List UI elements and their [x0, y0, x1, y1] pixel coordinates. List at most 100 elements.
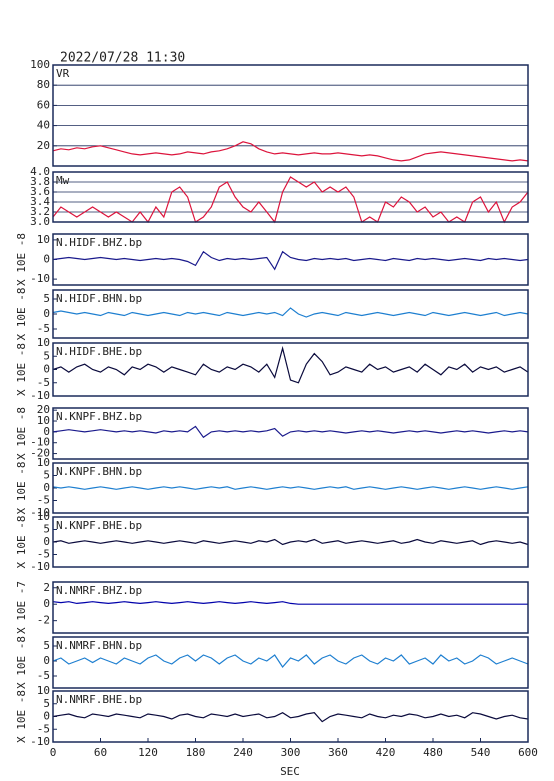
y-tick-label: -10	[30, 272, 50, 285]
chart-title: 2022/07/28 11:30	[60, 51, 185, 66]
y-tick-label: 0	[43, 535, 50, 548]
y-tick-label: -5	[37, 494, 50, 507]
trace	[52, 601, 528, 605]
y-tick-label: -10	[30, 436, 50, 449]
trace	[52, 425, 529, 439]
trace	[52, 712, 529, 723]
y-tick-label: 10	[37, 336, 50, 349]
panel-frame	[52, 407, 529, 460]
x-tick-label: 240	[233, 746, 253, 759]
y-tick-label: 3.0	[30, 215, 50, 228]
y-tick-label: -5	[37, 548, 50, 561]
panel-frame	[52, 581, 529, 634]
y-tick-label: 4.0	[30, 165, 50, 178]
y-tick-label: 0	[43, 307, 50, 320]
y-tick-label: 10	[37, 414, 50, 427]
panel-frame	[52, 342, 529, 397]
y-tick-label: 10	[37, 233, 50, 246]
y-tick-label: 10	[37, 684, 50, 697]
y-tick-label: -5	[37, 669, 50, 682]
panel-frame	[52, 233, 529, 286]
trace	[52, 538, 529, 546]
y-tick-label: 5	[43, 349, 50, 362]
panel-name: N.NMRF.BHE.bp	[56, 693, 142, 706]
trace	[52, 654, 529, 668]
y-axis-label: X 10E -8	[15, 462, 28, 515]
y-tick-label: 5	[43, 639, 50, 652]
y-tick-label: 3.4	[30, 195, 50, 208]
y-tick-label: 5	[43, 469, 50, 482]
x-tick-label: 180	[186, 746, 206, 759]
x-tick-label: 360	[328, 746, 348, 759]
y-tick-label: -2	[37, 614, 50, 627]
y-axis-label: X 10E -8	[15, 636, 28, 689]
y-axis-label: X 10E -7	[15, 581, 28, 634]
y-tick-label: 10	[37, 456, 50, 469]
x-tick-label: 480	[423, 746, 443, 759]
y-tick-label: 100	[30, 58, 50, 71]
panel-name: N.HIDF.BHN.bp	[56, 292, 142, 305]
x-tick-label: 600	[518, 746, 538, 759]
y-axis-label: X 10E -8	[15, 233, 28, 286]
y-tick-label: 3.6	[30, 185, 50, 198]
y-axis-label: X 10E -8	[15, 288, 28, 341]
y-tick-label: 0	[43, 654, 50, 667]
trace	[52, 250, 529, 271]
panel-frame	[52, 516, 529, 568]
y-tick-label: 80	[37, 78, 50, 91]
y-tick-label: -10	[30, 735, 50, 748]
y-tick-label: 10	[37, 510, 50, 523]
y-tick-label: -10	[30, 560, 50, 573]
y-axis-label: X 10E -8	[15, 516, 28, 569]
panel-frame	[52, 64, 529, 167]
panel-name: VR	[56, 67, 70, 80]
y-tick-label: 0	[43, 710, 50, 723]
x-tick-label: 300	[281, 746, 301, 759]
x-tick-label: 60	[94, 746, 107, 759]
panel-name: N.KNPF.BHE.bp	[56, 519, 142, 532]
trace	[52, 176, 529, 224]
x-tick-label: 540	[471, 746, 491, 759]
y-tick-label: 2	[43, 581, 50, 594]
panel-name: N.HIDF.BHZ.bp	[56, 236, 142, 249]
y-axis-label: X 10E -8	[15, 407, 28, 460]
trace	[52, 345, 529, 384]
y-tick-label: -10	[30, 506, 50, 519]
panel-frame	[52, 171, 529, 223]
y-axis-label: X 10E -8	[15, 343, 28, 396]
y-axis-label: X 10E -8	[15, 690, 28, 743]
y-tick-label: 0	[43, 253, 50, 266]
y-tick-label: -10	[30, 389, 50, 402]
y-tick-label: -5	[37, 376, 50, 389]
y-tick-label: 5	[43, 523, 50, 536]
panel-name: N.NMRF.BHN.bp	[56, 639, 142, 652]
y-tick-label: 0	[43, 597, 50, 610]
y-tick-label: -20	[30, 447, 50, 460]
y-tick-label: 0	[43, 425, 50, 438]
y-tick-label: 40	[37, 119, 50, 132]
x-tick-label: 420	[376, 746, 396, 759]
trace	[52, 307, 529, 318]
y-tick-label: 3.8	[30, 175, 50, 188]
panel-frame	[52, 462, 529, 514]
y-tick-label: 0	[43, 363, 50, 376]
panel-name: N.HIDF.BHE.bp	[56, 345, 142, 358]
trace	[52, 486, 529, 490]
y-tick-label: 60	[37, 98, 50, 111]
panel-name: N.KNPF.BHZ.bp	[56, 410, 142, 423]
y-tick-label: -5	[37, 722, 50, 735]
y-tick-label: 20	[37, 403, 50, 416]
y-tick-label: 5	[43, 292, 50, 305]
y-tick-label: 5	[43, 697, 50, 710]
y-tick-label: -5	[37, 322, 50, 335]
y-tick-label: 20	[37, 139, 50, 152]
panel-frame	[52, 636, 529, 689]
panel-name: N.KNPF.BHN.bp	[56, 465, 142, 478]
panel-name: Mw	[56, 174, 70, 187]
y-tick-label: 0	[43, 481, 50, 494]
x-tick-label: 0	[50, 746, 57, 759]
x-axis-label: SEC	[280, 765, 300, 778]
y-tick-label: 3.2	[30, 205, 50, 218]
panel-name: N.NMRF.BHZ.bp	[56, 584, 142, 597]
